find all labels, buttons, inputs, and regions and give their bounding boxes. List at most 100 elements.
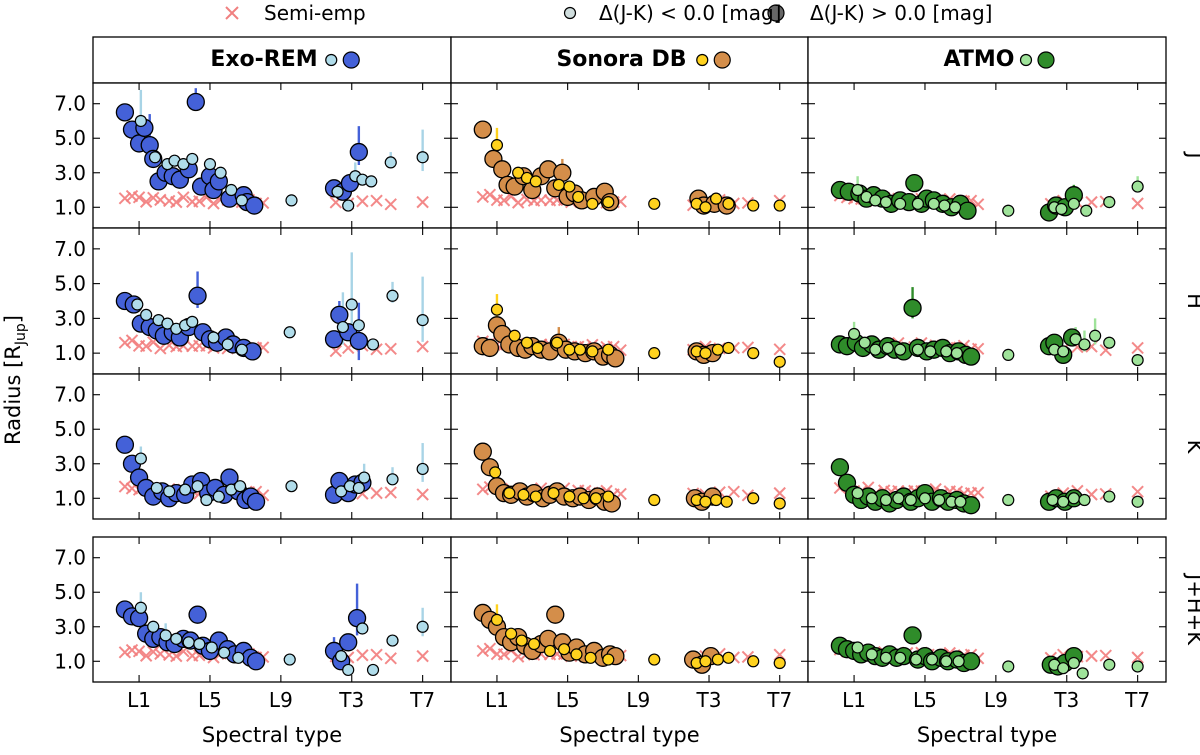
point-light <box>134 601 147 614</box>
point-dark <box>188 286 207 305</box>
point-light <box>205 641 218 654</box>
semi-emp-point <box>193 195 206 208</box>
semi-emp-point <box>118 646 132 659</box>
point-dark <box>958 201 977 220</box>
band-label-j-h-k: J+H+K <box>1183 572 1200 646</box>
point-light <box>134 114 147 128</box>
point-light <box>572 190 585 204</box>
panel-exo-rem-j-h-k <box>92 536 452 683</box>
legend-label-semi-emp: Semi-emp <box>264 1 366 25</box>
point-light <box>1067 656 1080 670</box>
point-light <box>904 493 917 507</box>
point-light <box>1067 197 1080 210</box>
point-light <box>1057 662 1070 675</box>
semi-emp-point <box>476 644 490 658</box>
semi-emp-point <box>1131 341 1144 355</box>
x-tick-label: T3 <box>696 688 722 712</box>
point-light <box>1078 493 1091 507</box>
point-light <box>699 201 712 214</box>
semi-emp-point <box>476 190 490 204</box>
point-light <box>773 497 786 510</box>
point-light <box>938 199 951 212</box>
point-light <box>869 194 882 207</box>
semi-emp-point <box>727 485 740 498</box>
x-axis-label: Spectral type <box>559 723 699 747</box>
point-light <box>1131 180 1144 193</box>
point-light <box>952 655 965 668</box>
point-light <box>911 343 924 356</box>
band-label-h: H <box>1183 293 1200 309</box>
y-tick-label: 7.0 <box>54 546 86 570</box>
header-title-sonora-db: Sonora DB <box>556 47 686 72</box>
point-light <box>1046 493 1059 507</box>
semi-emp-point <box>416 649 429 663</box>
point-light <box>147 620 160 633</box>
point-light <box>1069 333 1082 346</box>
point-dark <box>330 305 349 325</box>
point-light <box>140 308 153 322</box>
point-light <box>1103 336 1116 349</box>
point-light <box>214 166 227 179</box>
point-light <box>285 194 298 207</box>
point-light <box>925 653 939 666</box>
point-dark <box>961 347 981 366</box>
point-light <box>207 331 220 344</box>
point-light <box>1057 345 1070 358</box>
point-light <box>894 343 907 356</box>
point-light <box>283 326 296 339</box>
point-light <box>416 620 429 633</box>
legend-marker-large <box>767 4 785 22</box>
point-light <box>517 488 530 501</box>
point-light <box>918 492 932 505</box>
panel-exo-rem-k <box>92 373 452 520</box>
point-light <box>386 473 399 486</box>
point-light <box>573 343 587 356</box>
point-dark <box>546 605 565 624</box>
point-light <box>602 343 615 356</box>
point-light <box>1089 329 1102 342</box>
point-light <box>335 485 348 498</box>
point-light <box>345 298 358 311</box>
point-light <box>648 493 661 507</box>
x-tick-label: T7 <box>1124 688 1150 712</box>
point-light <box>648 653 661 666</box>
x-tick-label: L5 <box>913 688 937 712</box>
point-light <box>1002 660 1015 673</box>
semi-emp-point <box>207 197 220 210</box>
header-marker-dark-exo-rem <box>342 51 360 69</box>
point-dark <box>903 298 922 318</box>
point-light <box>552 178 565 191</box>
point-dark <box>961 652 981 671</box>
header-marker-dark-atmo <box>1037 51 1055 69</box>
point-light <box>490 303 504 316</box>
point-light <box>586 197 599 210</box>
semi-emp-point <box>370 648 383 661</box>
y-tick-label: 3.0 <box>54 615 86 639</box>
point-light <box>948 201 962 214</box>
panel-border <box>807 373 1167 520</box>
point-light <box>747 655 760 668</box>
point-light <box>851 487 864 500</box>
point-light <box>550 336 564 349</box>
point-dark <box>553 163 572 182</box>
point-light <box>747 199 760 212</box>
point-light <box>1131 660 1144 673</box>
point-light <box>699 495 712 508</box>
panel-sonora-db-j-h-k <box>450 536 809 683</box>
point-light <box>384 156 397 169</box>
point-dark <box>493 160 512 179</box>
point-dark <box>903 626 922 645</box>
semi-emp-point <box>132 645 146 658</box>
point-light <box>648 197 661 210</box>
point-light <box>342 663 355 677</box>
header-marker-light-exo-rem <box>325 53 338 67</box>
point-light <box>940 655 953 668</box>
x-tick-label: L9 <box>269 688 293 712</box>
point-light <box>894 651 907 664</box>
point-light <box>950 347 963 360</box>
point-dark <box>830 458 850 477</box>
point-light <box>520 336 534 349</box>
point-light <box>191 480 204 493</box>
band-label-j: J <box>1183 150 1200 158</box>
